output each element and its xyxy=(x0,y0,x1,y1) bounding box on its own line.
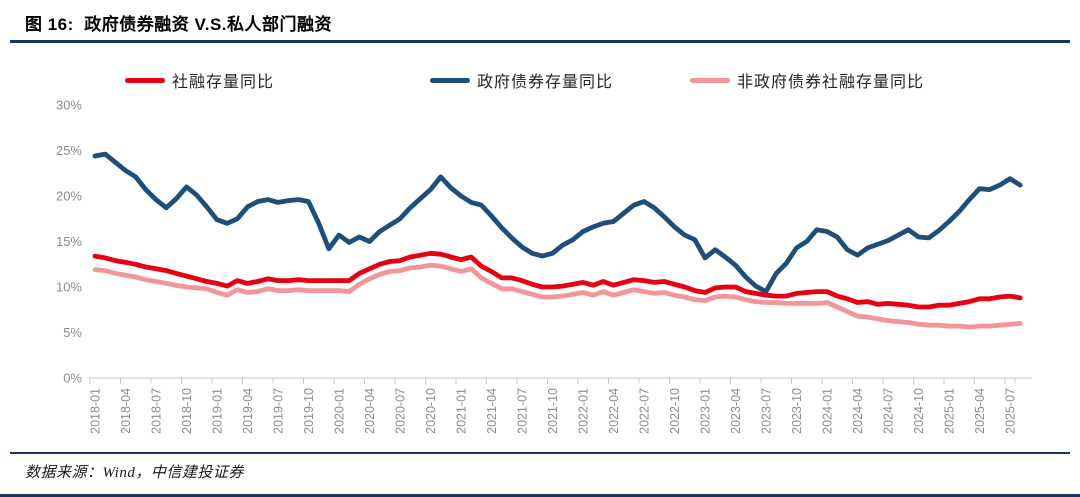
svg-text:5%: 5% xyxy=(63,325,82,340)
svg-text:2023-10: 2023-10 xyxy=(790,388,804,434)
figure-title: 图 16: 政府债券融资 V.S.私人部门融资 xyxy=(25,15,333,34)
data-source: 数据来源：Wind，中信建投证券 xyxy=(25,465,244,481)
legend-item-non-gov-bond: 非政府债券社融存量同比 xyxy=(690,71,925,91)
svg-text:10%: 10% xyxy=(56,280,82,295)
svg-text:30%: 30% xyxy=(56,98,82,113)
svg-text:2024-07: 2024-07 xyxy=(882,388,896,434)
legend-label: 政府债券存量同比 xyxy=(477,74,614,91)
svg-text:2021-07: 2021-07 xyxy=(516,388,530,434)
svg-text:2019-01: 2019-01 xyxy=(211,388,225,434)
svg-text:2024-01: 2024-01 xyxy=(821,388,835,434)
svg-text:2022-07: 2022-07 xyxy=(638,388,652,434)
svg-text:2020-07: 2020-07 xyxy=(394,388,408,434)
svg-text:2021-04: 2021-04 xyxy=(485,388,499,434)
svg-text:2020-04: 2020-04 xyxy=(363,388,377,434)
source-divider xyxy=(10,452,1070,454)
svg-text:2023-07: 2023-07 xyxy=(760,388,774,434)
svg-text:2019-07: 2019-07 xyxy=(272,388,286,434)
svg-text:2023-01: 2023-01 xyxy=(699,388,713,434)
svg-text:2025-07: 2025-07 xyxy=(1004,388,1018,434)
svg-text:2025-04: 2025-04 xyxy=(973,388,987,434)
title-divider xyxy=(10,40,1070,43)
svg-text:2018-04: 2018-04 xyxy=(119,388,133,434)
legend-label: 社融存量同比 xyxy=(172,74,275,91)
svg-text:0%: 0% xyxy=(63,371,82,386)
legend-item-gov-bond: 政府债券存量同比 xyxy=(430,71,614,91)
svg-text:2025-01: 2025-01 xyxy=(943,388,957,434)
legend-swatch-red-icon xyxy=(125,77,165,83)
svg-text:2019-10: 2019-10 xyxy=(302,388,316,434)
legend-label: 非政府债券社融存量同比 xyxy=(737,74,925,91)
svg-text:2020-10: 2020-10 xyxy=(424,388,438,434)
svg-text:2023-04: 2023-04 xyxy=(729,388,743,434)
svg-text:2022-10: 2022-10 xyxy=(668,388,682,434)
legend-swatch-blue-icon xyxy=(430,77,470,83)
svg-text:15%: 15% xyxy=(56,234,82,249)
bottom-border xyxy=(0,494,1080,497)
svg-text:2019-04: 2019-04 xyxy=(241,388,255,434)
svg-text:2022-01: 2022-01 xyxy=(577,388,591,434)
svg-text:2024-10: 2024-10 xyxy=(912,388,926,434)
svg-text:2018-10: 2018-10 xyxy=(180,388,194,434)
legend-swatch-pink-icon xyxy=(690,77,730,83)
svg-text:2024-04: 2024-04 xyxy=(851,388,865,434)
svg-text:2018-01: 2018-01 xyxy=(89,388,103,434)
svg-text:2022-04: 2022-04 xyxy=(607,388,621,434)
svg-text:25%: 25% xyxy=(56,143,82,158)
legend-item-tsf: 社融存量同比 xyxy=(125,71,275,91)
svg-text:2021-10: 2021-10 xyxy=(546,388,560,434)
svg-text:20%: 20% xyxy=(56,189,82,204)
svg-text:2021-01: 2021-01 xyxy=(455,388,469,434)
svg-text:2020-01: 2020-01 xyxy=(333,388,347,434)
svg-text:2018-07: 2018-07 xyxy=(150,388,164,434)
